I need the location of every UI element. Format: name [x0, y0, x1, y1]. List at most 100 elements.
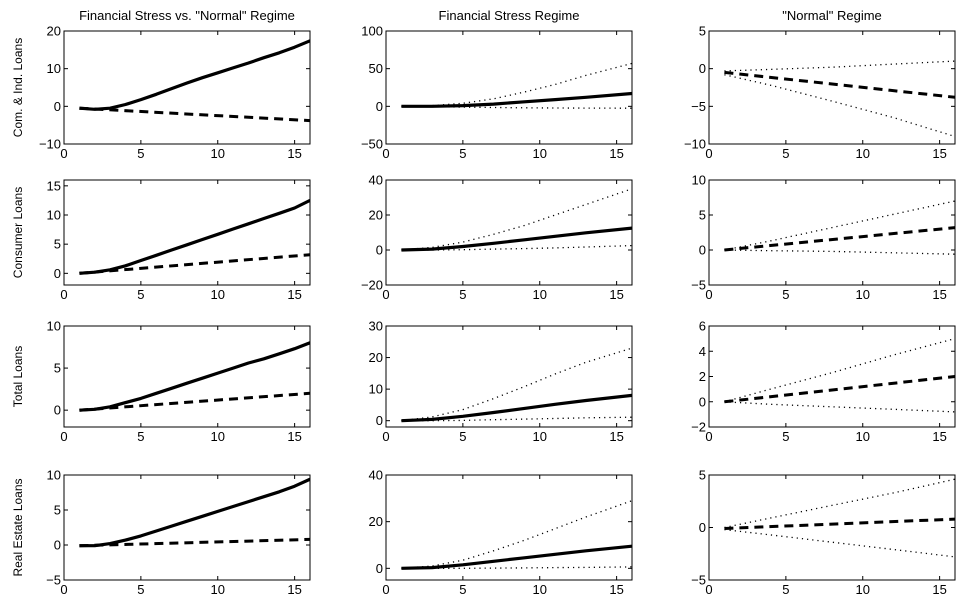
row-label-0: Com. & Ind. Loans — [11, 38, 25, 137]
series-dashed-r2-c2-0 — [724, 375, 955, 404]
y-tick-label: 10 — [47, 319, 61, 334]
x-tick-label: 0 — [705, 429, 712, 444]
series-dotted-r0-c2-2 — [724, 74, 955, 138]
series-solid-r0-c1-0 — [401, 91, 632, 108]
x-tick-label: 15 — [609, 429, 623, 444]
series-dotted-r1-c2-2 — [724, 249, 955, 255]
x-tick-label: 15 — [287, 146, 301, 161]
y-tick-label: 0 — [376, 99, 383, 114]
y-tick-label: 20 — [369, 350, 383, 365]
x-tick-label: 5 — [459, 146, 466, 161]
y-tick-label: 5 — [699, 208, 706, 223]
x-tick-label: 15 — [932, 287, 946, 302]
x-tick-label: 10 — [211, 287, 225, 302]
subplot-r0-c2: 0 5 10 15 −10 −5 0 5 — [684, 24, 956, 161]
y-tick-label: 0 — [699, 243, 706, 258]
series-dashed-r1-c0-1 — [79, 253, 310, 275]
x-tick-label: 10 — [856, 287, 870, 302]
x-tick-label: 5 — [137, 582, 144, 597]
y-tick-label: 5 — [54, 361, 61, 376]
x-tick-label: 10 — [211, 429, 225, 444]
series-dashed-r1-c2-0 — [724, 226, 955, 252]
series-solid-r3-c1-0 — [401, 544, 632, 570]
y-tick-label: 50 — [369, 61, 383, 76]
column-title-2: "Normal" Regime — [782, 8, 882, 23]
y-tick-label: 0 — [699, 61, 706, 76]
x-tick-label: 15 — [932, 582, 946, 597]
x-tick-label: 10 — [533, 429, 547, 444]
y-tick-label: −5 — [691, 278, 706, 293]
y-tick-label: 10 — [47, 61, 61, 76]
axes-frame — [385, 474, 633, 581]
x-tick-label: 0 — [705, 287, 712, 302]
subplot-r3-c2: 0 5 10 15−505 — [691, 468, 956, 597]
y-tick-label: 0 — [54, 266, 61, 281]
y-tick-label: 0 — [54, 538, 61, 553]
y-tick-label: 15 — [47, 178, 61, 193]
y-tick-label: 40 — [369, 468, 383, 483]
x-tick-label: 15 — [609, 582, 623, 597]
x-tick-label: 5 — [137, 429, 144, 444]
series-solid-r1-c0-0 — [79, 198, 310, 275]
y-tick-label: 20 — [47, 24, 61, 39]
axes-frame — [63, 179, 311, 286]
x-tick-label: 0 — [382, 146, 389, 161]
y-tick-label: 20 — [369, 514, 383, 529]
series-solid-r2-c1-0 — [401, 393, 632, 423]
y-tick-label: −10 — [684, 137, 706, 152]
series-dotted-r3-c2-1 — [724, 478, 955, 529]
axes-frame — [708, 325, 956, 428]
y-tick-label: 0 — [699, 394, 706, 409]
y-tick-label: 5 — [54, 237, 61, 252]
x-tick-label: 10 — [533, 287, 547, 302]
subplot-r2-c1: 0 5 10 15 0 10 20 30 — [369, 319, 633, 444]
y-tick-label: 6 — [699, 319, 706, 334]
x-tick-label: 0 — [60, 429, 67, 444]
series-dashed-r0-c0-1 — [79, 106, 310, 123]
column-title-0: Financial Stress vs. "Normal" Regime — [79, 8, 295, 23]
x-tick-label: 10 — [533, 582, 547, 597]
x-tick-label: 10 — [856, 582, 870, 597]
row-label-1: Consumer Loans — [11, 187, 25, 278]
y-tick-label: 5 — [699, 24, 706, 39]
x-tick-label: 0 — [705, 146, 712, 161]
row-label-2: Total Loans — [11, 346, 25, 407]
x-tick-label: 10 — [856, 429, 870, 444]
series-dotted-r0-c2-1 — [724, 60, 955, 72]
y-tick-label: 10 — [47, 208, 61, 223]
series-dashed-r2-c0-1 — [79, 391, 310, 412]
x-tick-label: 15 — [287, 287, 301, 302]
x-tick-label: 5 — [782, 429, 789, 444]
x-tick-label: 0 — [60, 582, 67, 597]
y-tick-label: 0 — [376, 561, 383, 576]
y-tick-label: 2 — [699, 369, 706, 384]
axes-frame — [63, 325, 311, 428]
x-tick-label: 5 — [459, 429, 466, 444]
y-tick-label: −10 — [39, 137, 61, 152]
series-dashed-r0-c2-0 — [724, 70, 955, 99]
x-tick-label: 5 — [782, 582, 789, 597]
subplot-r1-c0: 0 5 10 15 0 5 10 15 — [47, 178, 311, 302]
x-tick-label: 5 — [459, 582, 466, 597]
x-tick-label: 5 — [782, 287, 789, 302]
y-tick-label: 40 — [369, 173, 383, 188]
series-solid-r0-c0-0 — [79, 39, 310, 111]
y-tick-label: 4 — [699, 344, 706, 359]
x-tick-label: 15 — [932, 429, 946, 444]
series-dotted-r2-c2-1 — [724, 337, 955, 403]
y-tick-label: 10 — [369, 382, 383, 397]
x-tick-label: 10 — [856, 146, 870, 161]
x-tick-label: 10 — [211, 582, 225, 597]
y-tick-label: −5 — [46, 573, 61, 588]
y-tick-label: 0 — [376, 413, 383, 428]
x-tick-label: 0 — [60, 146, 67, 161]
series-solid-r2-c0-0 — [79, 341, 310, 412]
series-solid-r1-c1-0 — [401, 226, 632, 252]
axes-frame — [63, 30, 311, 145]
x-tick-label: 10 — [211, 146, 225, 161]
subplot-r3-c1: 0 5 10 15 0 20 40 — [369, 468, 633, 597]
